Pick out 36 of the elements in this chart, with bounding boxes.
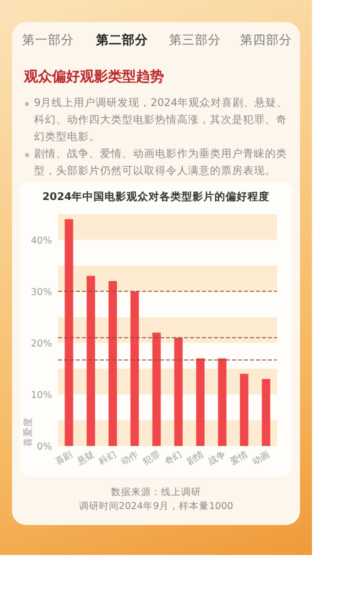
bar [86,276,96,446]
x-tick-label: 奇幻 [162,449,184,468]
text: 剧情、战争、爱情、动画电影作为垂类用户青睐的类型，头部影片仍然可以取得令人满意的票房表现。 [34,147,288,179]
x-tick-label: 悬疑 [74,449,96,468]
text: 调研时间2024年9月，样本量1000 [78,500,234,513]
bar [152,332,161,446]
text: 第四部分 [239,32,293,49]
text: 第二部分 [95,32,149,49]
x-tick-label: 爱情 [228,449,250,468]
bar [196,358,205,446]
bar [174,338,183,446]
text: 第一部分 [21,32,75,49]
source-note: 数据来源：线上调研 [110,486,202,499]
x-tick-label: 动作 [119,449,140,468]
bar [108,281,117,446]
y-tick-label: 30% [30,286,52,298]
x-tick-label: 喜剧 [53,449,74,468]
x-tick-label: 科幻 [97,449,118,468]
bar [218,358,226,446]
text: 第三部分 [168,32,222,49]
bar [240,374,248,446]
x-tick-label: 战争 [206,449,228,468]
y-tick-label: 40% [30,235,52,246]
x-tick-label: 犯罪 [140,449,162,468]
text: 9月线上用户调研发现，2024年观众对喜剧、悬疑、科幻、动作四大类型电影热情高涨，其次是犯罪、奇幻类型电影。 [34,96,288,145]
x-tick-label: 动画 [250,449,272,468]
y-tick-label: 10% [30,390,52,401]
y-tick-label: 0% [36,442,52,452]
bar [130,291,139,446]
text: 观众偏好观影类型趋势 [24,68,164,86]
chart-title: 2024年中国电影观众对各类型影片的偏好程度 [42,190,270,203]
bar [64,219,74,446]
y-axis-title: 喜爱度 [22,417,34,447]
x-tick-label: 剧情 [184,449,206,468]
y-tick-label: 20% [30,338,52,350]
bar [262,378,270,446]
